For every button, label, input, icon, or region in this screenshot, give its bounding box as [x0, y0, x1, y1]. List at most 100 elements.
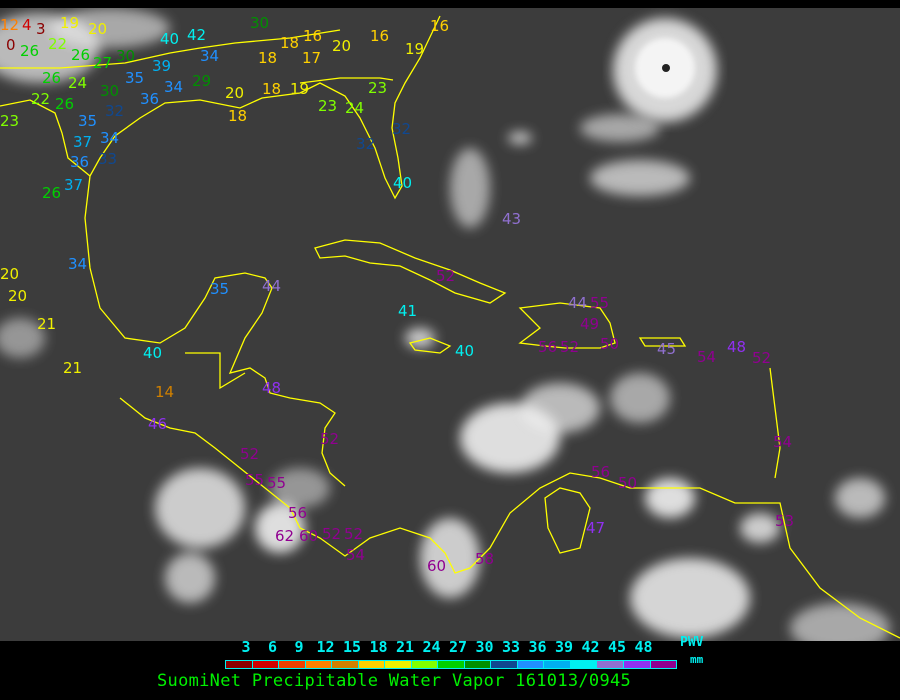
coastline — [518, 302, 616, 349]
station-pwv-value: 62 — [275, 527, 294, 545]
station-pwv-value: 54 — [697, 348, 716, 366]
cloud — [155, 468, 245, 548]
station-pwv-value: 26 — [42, 69, 61, 87]
cloud — [835, 478, 885, 518]
station-pwv-value: 37 — [64, 176, 83, 194]
station-pwv-value: 60 — [427, 557, 446, 575]
station-pwv-value: 19 — [405, 40, 424, 58]
station-pwv-value: 30 — [100, 82, 119, 100]
legend-swatch — [544, 661, 571, 668]
station-pwv-value: 53 — [775, 512, 794, 530]
station-pwv-value: 23 — [0, 112, 19, 130]
legend-tick: 48 — [634, 638, 653, 656]
station-pwv-value: 21 — [37, 315, 56, 333]
station-pwv-value: 0 — [6, 36, 16, 54]
station-pwv-value: 50 — [600, 335, 619, 353]
station-pwv-value: 52 — [560, 338, 579, 356]
station-pwv-value: 19 — [290, 80, 309, 98]
station-pwv-value: 19 — [60, 14, 79, 32]
station-pwv-value: 40 — [143, 344, 162, 362]
station-pwv-value: 55 — [267, 474, 286, 492]
station-pwv-value: 20 — [225, 84, 244, 102]
coastline — [185, 352, 246, 390]
station-pwv-value: 35 — [210, 280, 229, 298]
legend-tick: 45 — [607, 638, 627, 656]
station-pwv-value: 46 — [148, 415, 167, 433]
legend-swatch — [305, 661, 333, 668]
station-pwv-value: 40 — [393, 174, 412, 192]
cloud — [580, 114, 660, 142]
legend-tick: 15 — [342, 638, 362, 656]
station-pwv-value: 23 — [318, 97, 337, 115]
cloud — [590, 160, 690, 196]
station-pwv-value: 39 — [152, 57, 171, 75]
cloud — [450, 148, 490, 228]
station-pwv-value: 44 — [568, 294, 587, 312]
station-pwv-value: 49 — [580, 315, 599, 333]
station-pwv-value: 20 — [332, 37, 351, 55]
station-pwv-value: 4 — [22, 16, 32, 34]
station-pwv-value: 58 — [475, 550, 494, 568]
legend-tick: 9 — [294, 638, 304, 656]
station-pwv-value: 21 — [63, 359, 82, 377]
cloud — [610, 373, 670, 423]
station-pwv-value: 22 — [31, 90, 50, 108]
legend-swatch — [332, 661, 359, 668]
legend-tick: 30 — [475, 638, 494, 656]
station-pwv-value: 34 — [100, 129, 119, 147]
station-pwv-value: 42 — [187, 26, 206, 44]
station-pwv-value: 14 — [155, 383, 174, 401]
station-pwv-value: 52 — [320, 430, 339, 448]
station-pwv-value: 60 — [299, 527, 318, 545]
legend-tick: 27 — [448, 638, 468, 656]
legend-swatch — [438, 661, 465, 668]
legend-tick: 18 — [369, 638, 388, 656]
station-pwv-value: 32 — [105, 102, 124, 120]
station-pwv-value: 23 — [368, 79, 387, 97]
coastline — [408, 337, 452, 354]
station-pwv-value: 36 — [140, 90, 159, 108]
station-pwv-value: 30 — [250, 14, 269, 32]
station-pwv-value: 55 — [590, 294, 609, 312]
station-pwv-value: 30 — [116, 47, 135, 65]
coastline — [119, 397, 900, 639]
station-pwv-value: 18 — [262, 80, 281, 98]
station-pwv-value: 44 — [262, 277, 281, 295]
coastline — [0, 29, 394, 84]
station-pwv-value: 52 — [240, 445, 259, 463]
cloud — [520, 383, 600, 433]
station-pwv-value: 56 — [288, 504, 307, 522]
station-pwv-value: 52 — [752, 349, 771, 367]
cloud — [740, 513, 780, 543]
station-pwv-value: 37 — [73, 133, 92, 151]
legend-label: PWV — [680, 635, 704, 650]
station-pwv-value: 47 — [586, 519, 605, 537]
legend-swatch — [491, 661, 518, 668]
legend-tick: 39 — [554, 638, 574, 656]
station-pwv-value: 45 — [657, 340, 676, 358]
legend-swatch — [385, 661, 412, 668]
station-pwv-value: 16 — [370, 27, 389, 45]
station-pwv-value: 26 — [55, 95, 74, 113]
station-pwv-value: 16 — [430, 17, 449, 35]
legend-tick: 24 — [422, 638, 441, 656]
station-pwv-value: 43 — [502, 210, 521, 228]
station-pwv-value: 20 — [88, 20, 107, 38]
legend-swatch — [279, 661, 306, 668]
cloud — [790, 603, 890, 641]
legend-tick: 3 — [241, 638, 251, 656]
coastline — [638, 337, 687, 347]
color-scale-bar — [225, 660, 677, 669]
station-pwv-value: 26 — [20, 42, 39, 60]
legend-tick: 33 — [501, 638, 521, 656]
station-pwv-value: 24 — [68, 74, 87, 92]
station-pwv-value: 20 — [8, 287, 27, 305]
coastline — [314, 239, 507, 304]
station-pwv-value: 40 — [455, 342, 474, 360]
hurricane — [613, 18, 717, 122]
station-pwv-value: 54 — [773, 433, 792, 451]
station-pwv-value: 56 — [591, 463, 610, 481]
station-pwv-value: 40 — [160, 30, 179, 48]
station-pwv-value: 26 — [42, 184, 61, 202]
